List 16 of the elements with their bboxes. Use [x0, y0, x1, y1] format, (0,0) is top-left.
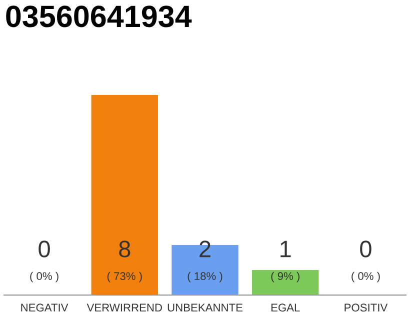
- annotation: ( 73% ): [107, 272, 142, 282]
- data-label: 2: [200, 240, 210, 258]
- data-label: 0: [38, 240, 50, 258]
- x-tick-label: UNBEKANNTE: [168, 304, 242, 312]
- data-label: 8: [119, 240, 130, 258]
- x-tick-label: VERWIRREND: [86, 304, 162, 312]
- annotation: ( 0% ): [30, 272, 58, 282]
- annotation: ( 9% ): [271, 272, 300, 282]
- x-tick-label: EGAL: [271, 304, 300, 312]
- chart-title: 03560641934: [6, 6, 192, 28]
- x-tick-label: POSITIV: [344, 304, 388, 312]
- x-tick-label: NEGATIV: [21, 304, 68, 312]
- annotation: ( 0% ): [352, 272, 380, 282]
- annotation: ( 18% ): [188, 272, 222, 282]
- data-label: 1: [280, 240, 291, 258]
- data-label: 0: [360, 240, 372, 258]
